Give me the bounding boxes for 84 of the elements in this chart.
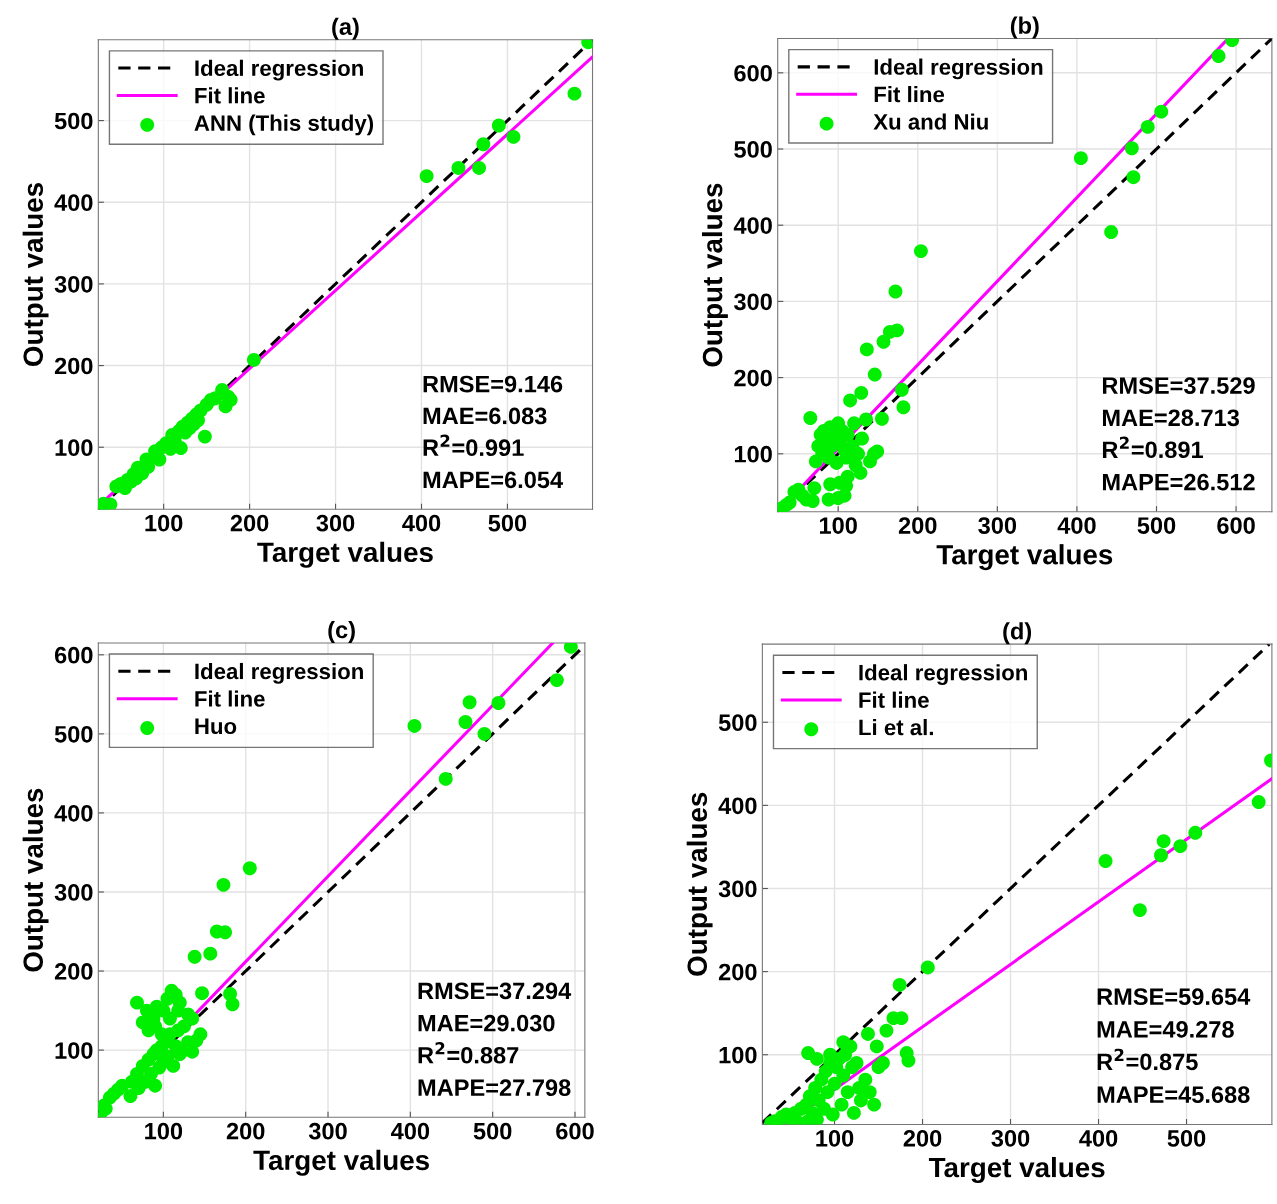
x-tick-label: 500: [1137, 517, 1176, 534]
legend-label: Huo: [195, 718, 237, 735]
y-axis-title: Output values: [686, 792, 713, 976]
y-axis-title: Output values: [701, 183, 728, 367]
legend-label: Fit line: [195, 690, 265, 707]
y-tick-label: 100: [55, 1042, 93, 1059]
annotation: RMSE=9.146: [423, 375, 563, 393]
y-tick-label: 100: [55, 439, 93, 457]
x-axis-title: Target values: [253, 1149, 429, 1176]
x-tick-label: 100: [816, 1130, 854, 1147]
y-tick-label: 500: [54, 112, 93, 130]
y-tick-label: 300: [54, 275, 93, 293]
x-tick-label: 300: [308, 1122, 347, 1140]
x-tick-label: 500: [488, 514, 527, 532]
annotation: RMSE=37.529: [1102, 377, 1255, 394]
annotation: R$^{2}$=0.891: [1102, 436, 1204, 459]
annotation: R$^{2}$=0.887: [418, 1042, 519, 1064]
chart-title: (c): [328, 620, 355, 643]
legend-label: Xu and Niu: [873, 113, 988, 130]
y-axis-title: Output values: [22, 788, 49, 972]
x-tick-label: 400: [1057, 517, 1096, 534]
x-tick-label: 100: [145, 1122, 183, 1140]
annotation: MAPE=26.512: [1102, 473, 1255, 491]
legend-label: Fit line: [874, 86, 945, 103]
x-tick-label: 400: [402, 514, 441, 532]
y-tick-label: 500: [54, 725, 93, 743]
annotation: MAPE=27.798: [418, 1079, 571, 1097]
annotation: MAPE=45.688: [1097, 1086, 1250, 1104]
chart-title: (a): [332, 17, 359, 40]
x-axis-title: Target values: [936, 544, 1113, 571]
y-tick-label: 500: [734, 141, 772, 158]
x-tick-label: 300: [316, 514, 355, 532]
y-tick-label: 200: [54, 357, 93, 375]
y-tick-label: 200: [718, 963, 757, 981]
x-tick-label: 300: [991, 1130, 1030, 1147]
x-tick-label: 600: [1217, 517, 1255, 534]
legend-label: Li et al.: [859, 719, 933, 736]
x-tick-label: 600: [556, 1122, 594, 1140]
y-tick-label: 300: [718, 880, 757, 898]
annotation: MAPE=6.054: [423, 471, 563, 489]
annotation: MAE=29.030: [418, 1014, 555, 1032]
y-tick-label: 600: [734, 64, 772, 82]
y-axis-title: Output values: [22, 183, 49, 366]
x-tick-label: 100: [145, 514, 183, 532]
legend-label: ANN (This study): [194, 114, 374, 136]
x-axis-title: Target values: [928, 1156, 1105, 1183]
y-tick-label: 300: [54, 884, 93, 901]
annotation: MAE=49.278: [1097, 1021, 1234, 1038]
legend-label: Ideal regression: [195, 662, 363, 684]
x-tick-label: 200: [898, 517, 937, 534]
y-tick-label: 500: [718, 714, 757, 732]
x-tick-label: 200: [903, 1130, 942, 1147]
y-tick-label: 100: [719, 1046, 757, 1064]
chart-title: (d): [1003, 622, 1032, 645]
chart-title: (b): [1010, 16, 1039, 39]
y-tick-label: 300: [733, 293, 772, 311]
x-tick-label: 100: [819, 517, 857, 534]
x-tick-label: 200: [226, 1122, 265, 1140]
y-tick-label: 200: [734, 369, 772, 387]
y-tick-label: 400: [733, 217, 772, 234]
annotation: MAE=28.713: [1102, 409, 1240, 427]
x-tick-label: 500: [1167, 1130, 1206, 1147]
annotation: MAE=6.083: [423, 407, 547, 425]
legend-label: Fit line: [859, 691, 929, 708]
y-tick-label: 400: [54, 804, 93, 822]
legend-label: Ideal regression: [195, 59, 363, 81]
x-tick-label: 300: [978, 517, 1017, 534]
x-tick-label: 200: [230, 514, 269, 532]
legend-label: Ideal regression: [874, 58, 1043, 80]
x-tick-label: 400: [391, 1122, 430, 1140]
y-tick-label: 400: [718, 797, 757, 815]
annotation: R$^{2}$=0.991: [423, 434, 524, 457]
legend-label: Ideal regression: [859, 664, 1027, 685]
x-axis-title: Target values: [257, 541, 433, 568]
y-tick-label: 600: [54, 646, 93, 664]
annotation: RMSE=59.654: [1097, 988, 1251, 1006]
annotation: RMSE=37.294: [418, 982, 572, 1000]
x-tick-label: 400: [1079, 1130, 1118, 1147]
legend-label: Fit line: [195, 87, 265, 104]
annotation: R$^{2}$=0.875: [1097, 1048, 1198, 1071]
x-tick-label: 500: [473, 1122, 512, 1140]
y-tick-label: 100: [734, 445, 772, 463]
y-tick-label: 400: [54, 194, 93, 212]
y-tick-label: 200: [54, 963, 93, 980]
